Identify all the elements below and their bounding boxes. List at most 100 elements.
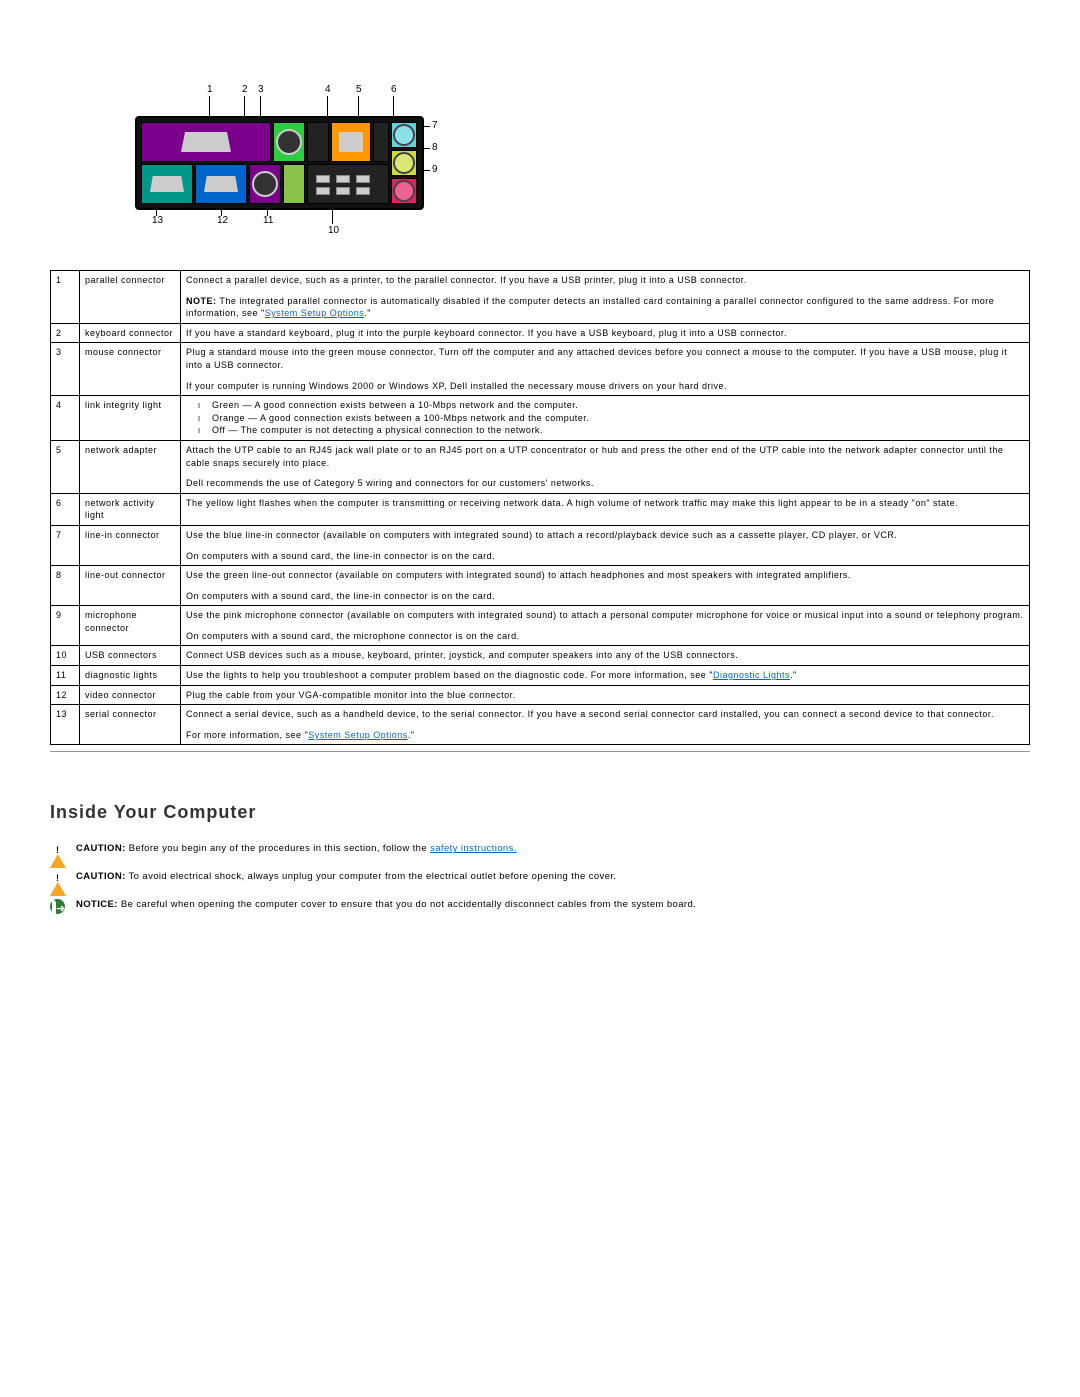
inline-link[interactable]: System Setup Options bbox=[308, 730, 408, 740]
table-row: 2keyboard connectorIf you have a standar… bbox=[51, 323, 1030, 343]
io-panel bbox=[135, 116, 424, 210]
row-num: 1 bbox=[51, 271, 80, 324]
port-network bbox=[331, 122, 371, 162]
row-desc: Use the green line-out connector (availa… bbox=[181, 566, 1030, 606]
desc-note: Use the lights to help you troubleshoot … bbox=[186, 669, 1024, 682]
row-desc: Connect USB devices such as a mouse, key… bbox=[181, 646, 1030, 666]
section-divider bbox=[50, 751, 1030, 752]
table-row: 8line-out connector Use the green line-ou… bbox=[51, 566, 1030, 606]
row-num: 2 bbox=[51, 323, 80, 343]
back-panel-diagram: 1 2 3 4 5 6 7 8 9 10 11 12 13 bbox=[130, 80, 480, 240]
row-label: diagnostic lights bbox=[80, 666, 181, 686]
desc-text: Use the green line-out connector (availa… bbox=[186, 569, 1024, 582]
table-row: 4link integrity light Green — A good conn… bbox=[51, 396, 1030, 441]
callout-9: 9 bbox=[432, 164, 438, 175]
table-row: 12video connectorPlug the cable from you… bbox=[51, 685, 1030, 705]
alert-label: CAUTION: bbox=[76, 871, 126, 882]
row-num: 3 bbox=[51, 343, 80, 396]
table-row: 5network adapterAttach the UTP cable to … bbox=[51, 440, 1030, 493]
list-item: Off — The computer is not detecting a ph… bbox=[212, 424, 1024, 437]
port-diag-lights bbox=[283, 164, 305, 204]
notice-alert: NOTICE: Be careful when opening the comp… bbox=[50, 899, 1030, 913]
desc-text: On computers with a sound card, the micr… bbox=[186, 630, 1024, 643]
desc-text: Connect a parallel device, such as a pri… bbox=[186, 274, 1024, 287]
desc-text: If you have a standard keyboard, plug it… bbox=[186, 327, 1024, 340]
table-row: 3mouse connectorPlug a standard mouse in… bbox=[51, 343, 1030, 396]
row-label: serial connector bbox=[80, 705, 181, 745]
row-desc: Use the pink microphone connector (avail… bbox=[181, 606, 1030, 646]
callout-5: 5 bbox=[356, 84, 362, 95]
desc-list: Green — A good connection exists between… bbox=[186, 399, 1024, 437]
callout-12: 12 bbox=[217, 215, 228, 226]
caution-alert: CAUTION: To avoid electrical shock, alwa… bbox=[50, 871, 1030, 885]
port-parallel bbox=[141, 122, 271, 162]
callout-6: 6 bbox=[391, 84, 397, 95]
port-mouse-ps2 bbox=[273, 122, 305, 162]
row-num: 8 bbox=[51, 566, 80, 606]
desc-text: If your computer is running Windows 2000… bbox=[186, 380, 1024, 393]
port-line-out bbox=[391, 150, 417, 176]
list-item: Green — A good connection exists between… bbox=[212, 399, 1024, 412]
desc-text: Use the pink microphone connector (avail… bbox=[186, 609, 1024, 622]
row-desc: Attach the UTP cable to an RJ45 jack wal… bbox=[181, 440, 1030, 493]
row-label: parallel connector bbox=[80, 271, 181, 324]
row-label: microphone connector bbox=[80, 606, 181, 646]
caution-icon bbox=[50, 843, 66, 857]
callout-3: 3 bbox=[258, 84, 264, 95]
callout-8: 8 bbox=[432, 142, 438, 153]
callout-7: 7 bbox=[432, 120, 438, 131]
desc-text: On computers with a sound card, the line… bbox=[186, 590, 1024, 603]
table-row: 11diagnostic lightsUse the lights to hel… bbox=[51, 666, 1030, 686]
row-num: 9 bbox=[51, 606, 80, 646]
row-label: video connector bbox=[80, 685, 181, 705]
row-num: 13 bbox=[51, 705, 80, 745]
port-keyboard-ps2 bbox=[249, 164, 281, 204]
inline-link[interactable]: Diagnostic Lights bbox=[713, 670, 790, 680]
caution-alert: CAUTION: Before you begin any of the pro… bbox=[50, 843, 1030, 857]
alert-text: CAUTION: To avoid electrical shock, alwa… bbox=[76, 871, 616, 882]
alert-text: NOTICE: Be careful when opening the comp… bbox=[76, 899, 696, 910]
row-desc: Green — A good connection exists between… bbox=[181, 396, 1030, 441]
row-desc: If you have a standard keyboard, plug it… bbox=[181, 323, 1030, 343]
row-desc: Plug the cable from your VGA-compatible … bbox=[181, 685, 1030, 705]
row-num: 4 bbox=[51, 396, 80, 441]
callout-10: 10 bbox=[328, 225, 339, 236]
table-row: 1parallel connector Connect a parallel de… bbox=[51, 271, 1030, 324]
port-line-in bbox=[391, 122, 417, 148]
table-row: 10USB connectorsConnect USB devices such… bbox=[51, 646, 1030, 666]
row-label: line-in connector bbox=[80, 525, 181, 565]
inline-link[interactable]: System Setup Options bbox=[265, 308, 365, 318]
desc-text: Attach the UTP cable to an RJ45 jack wal… bbox=[186, 444, 1024, 469]
connector-table: 1parallel connector Connect a parallel de… bbox=[50, 270, 1030, 745]
desc-note: NOTE: The integrated parallel connector … bbox=[186, 295, 1024, 320]
panel-gap bbox=[373, 122, 389, 162]
port-video-vga bbox=[195, 164, 247, 204]
port-usb-block bbox=[307, 164, 389, 204]
notice-icon bbox=[50, 899, 66, 913]
callout-1: 1 bbox=[207, 84, 213, 95]
row-desc: The yellow light flashes when the comput… bbox=[181, 493, 1030, 525]
row-label: mouse connector bbox=[80, 343, 181, 396]
desc-text: Connect USB devices such as a mouse, key… bbox=[186, 649, 1024, 662]
desc-text: Plug the cable from your VGA-compatible … bbox=[186, 689, 1024, 702]
row-num: 10 bbox=[51, 646, 80, 666]
table-row: 7line-in connector Use the blue line-in c… bbox=[51, 525, 1030, 565]
desc-text: Connect a serial device, such as a handh… bbox=[186, 708, 1024, 721]
section-heading: Inside Your Computer bbox=[50, 802, 1030, 823]
desc-text: On computers with a sound card, the line… bbox=[186, 550, 1024, 563]
row-num: 5 bbox=[51, 440, 80, 493]
desc-text: Use the blue line-in connector (availabl… bbox=[186, 529, 1024, 542]
row-num: 7 bbox=[51, 525, 80, 565]
inline-link[interactable]: safety instructions. bbox=[430, 843, 517, 854]
row-label: line-out connector bbox=[80, 566, 181, 606]
port-serial bbox=[141, 164, 193, 204]
row-num: 6 bbox=[51, 493, 80, 525]
caution-icon bbox=[50, 871, 66, 885]
callout-4: 4 bbox=[325, 84, 331, 95]
desc-text: Plug a standard mouse into the green mou… bbox=[186, 346, 1024, 371]
port-diag-lights-top bbox=[307, 122, 329, 162]
table-row: 6network activity lightThe yellow light … bbox=[51, 493, 1030, 525]
port-microphone bbox=[391, 178, 417, 204]
note-prefix: NOTE: bbox=[186, 296, 217, 306]
row-label: link integrity light bbox=[80, 396, 181, 441]
